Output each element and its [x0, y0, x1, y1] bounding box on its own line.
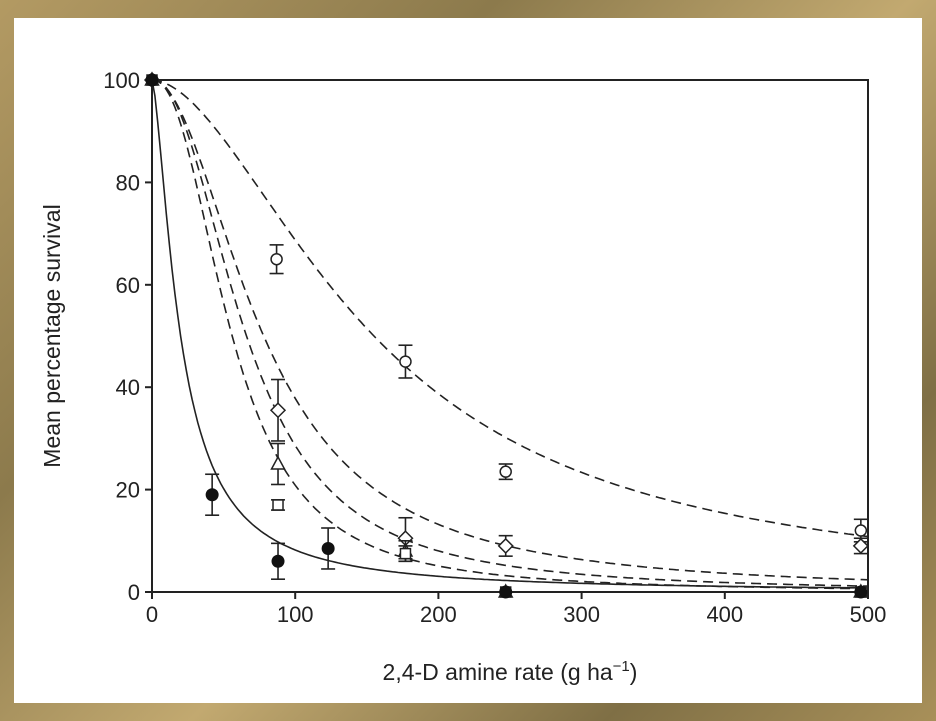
open-circle-point	[399, 355, 412, 368]
filled-circle-point	[321, 541, 335, 555]
filled-circle-point	[854, 585, 868, 599]
x-tick-label: 300	[563, 602, 600, 627]
y-tick-label: 60	[116, 273, 140, 298]
chart-panel	[14, 18, 922, 703]
filled-circle-point	[205, 488, 219, 502]
open-circle-point	[499, 465, 512, 478]
square-fit-curve	[151, 79, 868, 590]
y-tick-label: 20	[116, 478, 140, 503]
x-tick-label: 400	[706, 602, 743, 627]
y-axis-label: Mean percentage survival	[39, 204, 65, 467]
triangle-fit-curve	[151, 79, 868, 587]
x-tick-label: 100	[277, 602, 314, 627]
square-point	[272, 499, 284, 511]
y-tick-label: 80	[116, 170, 140, 195]
square-point	[399, 547, 412, 560]
diamond-point	[269, 402, 287, 419]
x-axis-label: 2,4-D amine rate (g ha−1)	[383, 658, 638, 685]
diamond-point	[497, 537, 514, 554]
y-tick-label: 100	[103, 68, 140, 93]
y-tick-label: 40	[116, 375, 140, 400]
triangle-point	[270, 455, 286, 470]
y-tick-label: 0	[128, 580, 140, 605]
plot-frame	[151, 79, 869, 593]
data-points	[143, 71, 869, 599]
filled-circle-point	[145, 73, 159, 87]
open-circle-point	[854, 524, 868, 537]
diamond-fit-curve	[151, 79, 869, 581]
x-tick-label: 500	[850, 602, 887, 627]
filled-circle-point	[271, 554, 285, 568]
axes: 0 100 200 300 400 500 0 20 40 60 80 100	[103, 68, 886, 627]
open-circle-point	[270, 252, 283, 266]
x-tick-label: 0	[146, 602, 158, 627]
open-circle-fit-curve	[151, 79, 869, 538]
filled-circle-point	[499, 585, 513, 599]
filled-circle-fit-curve	[151, 79, 868, 589]
x-tick-label: 200	[420, 602, 457, 627]
diamond-point	[852, 537, 869, 554]
fit-curves	[151, 79, 869, 590]
